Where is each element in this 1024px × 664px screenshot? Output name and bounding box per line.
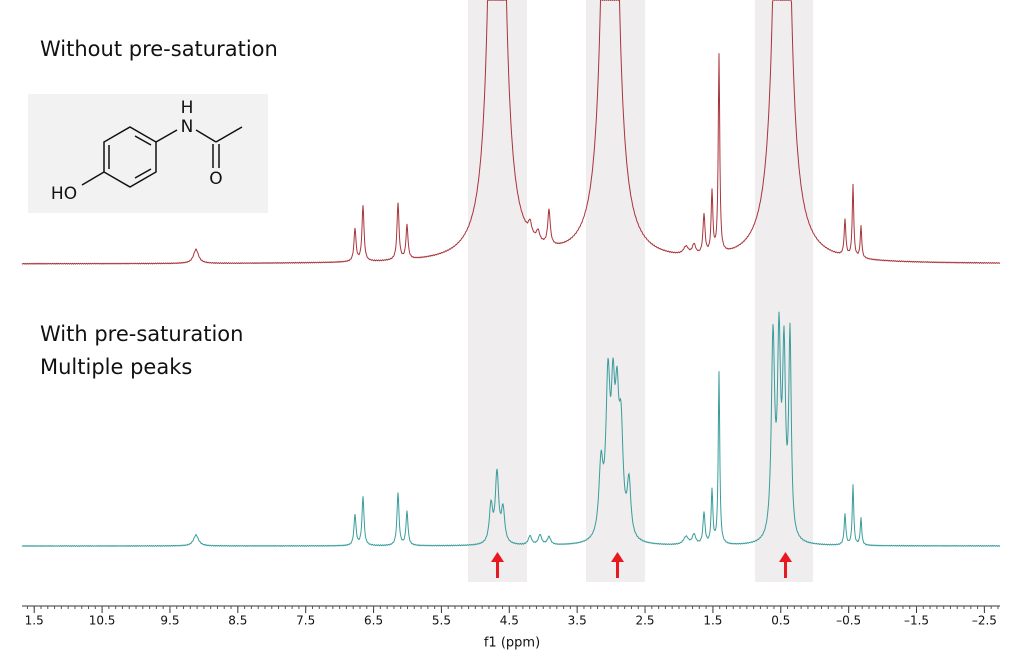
atom-label: N [181,117,194,137]
x-tick-label: 0.5 [771,614,790,628]
annotation: Without pre-saturation [40,37,278,61]
atom-label: H [181,98,194,118]
arrow [779,552,792,578]
highlight-bands [468,0,813,582]
band [468,0,527,582]
arrow [611,552,624,578]
x-tick-label: 9.5 [160,614,179,628]
x-tick-label: –1.5 [904,614,929,628]
spectrum-without-presat [21,0,1000,265]
x-tick-label: 1.5 [703,614,722,628]
annotation: Multiple peaks [40,355,192,379]
band [586,0,645,582]
x-tick-label: 3.5 [568,614,587,628]
bonds [81,126,243,188]
atom-label: HO [51,184,77,204]
x-tick-label: 8.5 [228,614,247,628]
arrow [491,552,504,578]
x-tick-label: –0.5 [836,614,861,628]
structure: H N O HO [28,94,268,213]
x-tick-label: 10.5 [89,614,116,628]
x-tick-label: 6.5 [364,614,383,628]
x-tick-label: 5.5 [432,614,451,628]
structure-box [28,94,268,213]
band [755,0,813,582]
annotation: With pre-saturation [40,322,243,346]
atom-label: O [209,169,222,189]
x-tick-label: –2.5 [972,614,997,628]
arrows [491,552,792,578]
spectrum-with-presat [21,311,1000,548]
x-axis-label: f1 (ppm) [484,636,540,651]
x-tick-label: 4.5 [500,614,519,628]
x-tick-label: 1.5 [25,614,44,628]
x-tick-label: 7.5 [296,614,315,628]
x-tick-label: 2.5 [635,614,654,628]
